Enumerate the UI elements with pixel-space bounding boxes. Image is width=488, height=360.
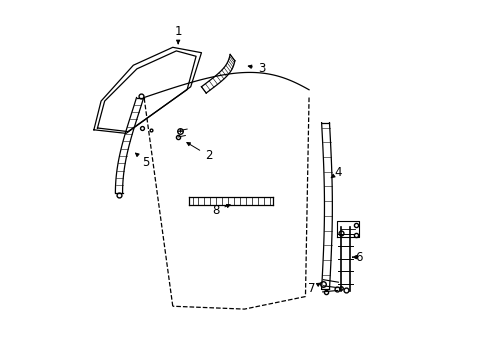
Text: 6: 6 (352, 251, 362, 264)
Text: 2: 2 (186, 143, 212, 162)
Text: 8: 8 (212, 204, 230, 217)
Text: 3: 3 (248, 62, 265, 75)
Text: 7: 7 (307, 282, 320, 295)
Text: 1: 1 (174, 25, 182, 44)
Text: 4: 4 (330, 166, 341, 179)
Text: 5: 5 (135, 153, 149, 168)
